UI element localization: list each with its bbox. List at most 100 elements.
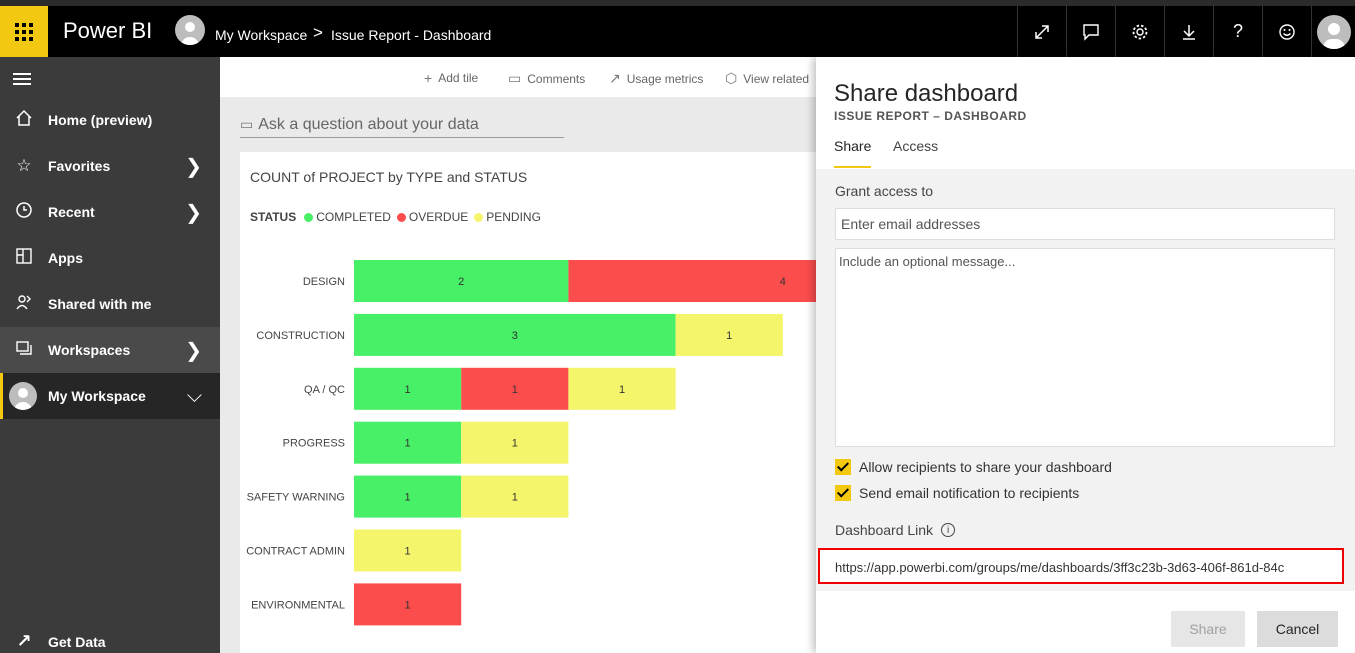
view-related-button[interactable]: ⬡ View related [725,70,809,87]
help-icon[interactable]: ? [1213,6,1262,57]
tab-share[interactable]: Share [834,138,872,168]
bar-segment[interactable] [354,583,462,626]
waffle-icon [15,22,33,41]
message-field[interactable]: Include an optional message... [835,248,1335,447]
bar-segment[interactable] [354,421,462,464]
usage-metrics-button[interactable]: ↗ Usage metrics [609,70,703,87]
info-icon[interactable]: i [941,523,956,537]
panel-subtitle: ISSUE REPORT – DASHBOARD [834,109,1027,123]
bar-segment[interactable] [461,367,569,410]
category-label: QA / QC [304,384,345,396]
send-email-label: Send email notification to recipients [859,485,1080,501]
sidebar-item-favorites[interactable]: ☆ Favorites ❯ [0,143,220,189]
data-label: 4 [780,276,786,288]
chart-tile[interactable]: COUNT of PROJECT by TYPE and STATUS STAT… [240,152,840,653]
email-field[interactable]: Enter email addresses [835,208,1335,240]
sidebar-item-my-workspace[interactable]: My Workspace ⌵ [0,373,220,419]
chevron-right-icon: ❯ [185,339,202,362]
settings-icon[interactable] [1115,6,1164,57]
qna-placeholder: Ask a question about your data [258,115,479,133]
grant-access-label: Grant access to [835,183,934,199]
hamburger-menu-icon[interactable] [13,73,31,88]
data-label: 1 [405,546,411,558]
dashboard-link-text: Dashboard Link [835,522,934,538]
app-launcher-button[interactable] [0,6,48,57]
bar-segment[interactable] [354,260,569,302]
data-label: 1 [512,492,518,504]
breadcrumb-workspace[interactable]: My Workspace [215,27,308,43]
avatar [9,382,37,410]
bar-segment[interactable] [568,367,676,410]
chart-title: COUNT of PROJECT by TYPE and STATUS [250,169,528,185]
get-data-label: Get Data [48,633,106,650]
app-brand[interactable]: Power BI [63,18,153,43]
profile-icon[interactable] [1311,6,1355,57]
comment-icon: ▭ [508,70,522,86]
data-label: 1 [726,330,732,342]
comment-icon[interactable] [1066,6,1115,57]
comments-label: Comments [527,71,586,86]
data-label: 1 [619,384,625,396]
data-label: 1 [405,384,411,396]
download-icon[interactable] [1164,6,1213,57]
sidebar-item-home[interactable]: Home (preview) [0,97,220,143]
sidebar-item-apps[interactable]: Apps [0,235,220,281]
legend-dot-overdue [396,212,406,222]
bar-segment[interactable] [675,313,783,356]
share-form: Grant access to Enter email addresses In… [816,169,1355,591]
plus-icon: + [424,70,433,86]
sidebar-item-label: Workspaces [48,342,131,358]
send-email-checkbox[interactable]: Send email notification to recipients [835,485,1079,501]
dashboard-link-field[interactable]: https://app.powerbi.com/groups/me/dashbo… [835,559,1285,575]
chevron-right-icon: ❯ [185,155,202,178]
apps-icon [0,247,48,270]
sidebar-item-label: Favorites [48,158,111,174]
workspace-avatar [175,15,205,45]
sidebar-item-recent[interactable]: Recent ❯ [0,189,220,235]
sidebar-item-workspaces[interactable]: Workspaces ❯ [0,327,220,373]
bar-segment[interactable] [354,367,462,410]
arrow-up-right-icon: ↗ [16,631,32,651]
sidebar-item-label: My Workspace [48,388,146,404]
usage-metrics-label: Usage metrics [626,71,704,86]
share-button[interactable]: Share [1171,611,1245,647]
allow-share-checkbox[interactable]: Allow recipients to share your dashboard [835,459,1112,475]
home-icon [0,109,48,132]
expand-icon[interactable] [1017,6,1066,57]
star-icon: ☆ [16,156,32,175]
bar-segment[interactable] [461,421,569,464]
tab-access[interactable]: Access [893,138,939,154]
breadcrumb-separator: > [313,23,323,42]
sidebar-item-label: Recent [48,204,95,220]
sidebar-item-label: Home (preview) [48,112,153,128]
chart-icon: ↗ [609,70,621,86]
feedback-icon[interactable] [1262,6,1311,57]
cancel-button[interactable]: Cancel [1257,611,1338,647]
legend-pending: PENDING [486,210,541,224]
chevron-down-icon: ⌵ [186,384,202,407]
add-tile-button[interactable]: + Add tile [424,70,478,86]
panel-title: Share dashboard [834,80,1019,107]
related-icon: ⬡ [725,70,738,86]
data-label: 1 [512,384,518,396]
dashboard-link-label: Dashboard Link i [835,522,956,538]
sidebar-item-label: Shared with me [48,296,152,312]
chevron-right-icon: ❯ [185,201,202,224]
legend-title: STATUS [250,210,297,224]
get-data-button[interactable]: ↗ Get Data [0,631,106,652]
category-label: DESIGN [303,276,345,288]
checkbox-checked-icon [835,485,851,501]
bar-segment[interactable] [354,475,462,518]
sidebar: Home (preview) ☆ Favorites ❯ Recent ❯ Ap… [0,57,220,653]
bar-segment[interactable] [354,313,676,356]
category-label: SAFETY WARNING [247,492,345,504]
checkbox-checked-icon [835,459,851,475]
bar-segment[interactable] [461,475,569,518]
sidebar-item-shared[interactable]: Shared with me [0,281,220,327]
allow-share-label: Allow recipients to share your dashboard [859,459,1112,475]
comments-button[interactable]: ▭ Comments [508,70,585,87]
bar-segment[interactable] [568,260,840,302]
qna-input[interactable]: ▭ Ask a question about your data [240,112,564,138]
data-label: 1 [512,438,518,450]
bar-segment[interactable] [354,529,462,572]
